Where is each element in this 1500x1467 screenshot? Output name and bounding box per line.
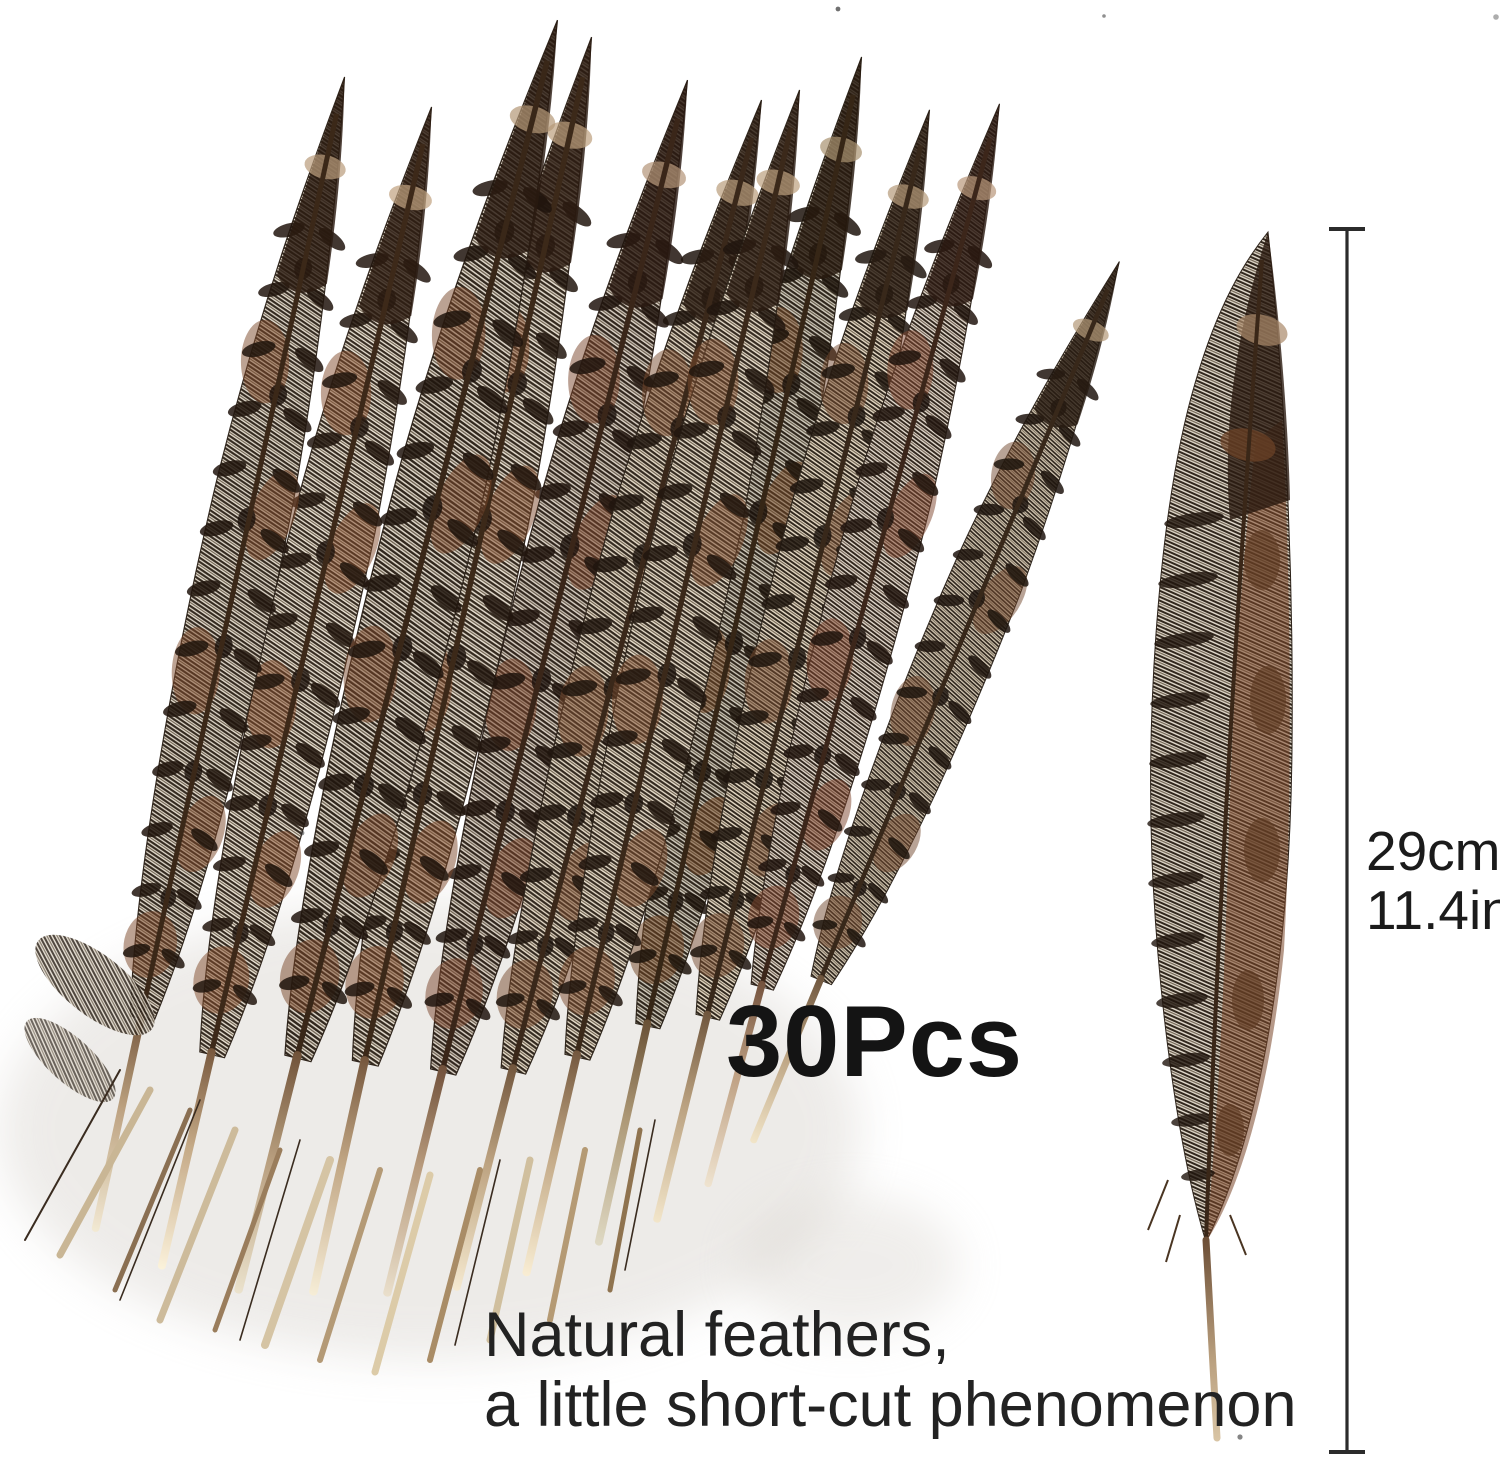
quantity-label: 30Pcs — [726, 986, 1024, 1098]
product-note: Natural feathers, a little short-cut phe… — [484, 1300, 1296, 1440]
measurement-in: 11.4in — [1366, 879, 1500, 941]
measurement-cm: 29cm — [1366, 820, 1500, 882]
dust-specks — [299, 6, 1499, 1440]
single-feather — [1147, 230, 1293, 1442]
measurement-label: 29cm 11.4in — [1366, 822, 1500, 940]
quill-tips — [24, 934, 656, 1376]
product-note-line1: Natural feathers, — [484, 1300, 950, 1370]
product-note-line2: a little short-cut phenomenon — [484, 1370, 1297, 1440]
measurement-line — [1329, 227, 1365, 1454]
